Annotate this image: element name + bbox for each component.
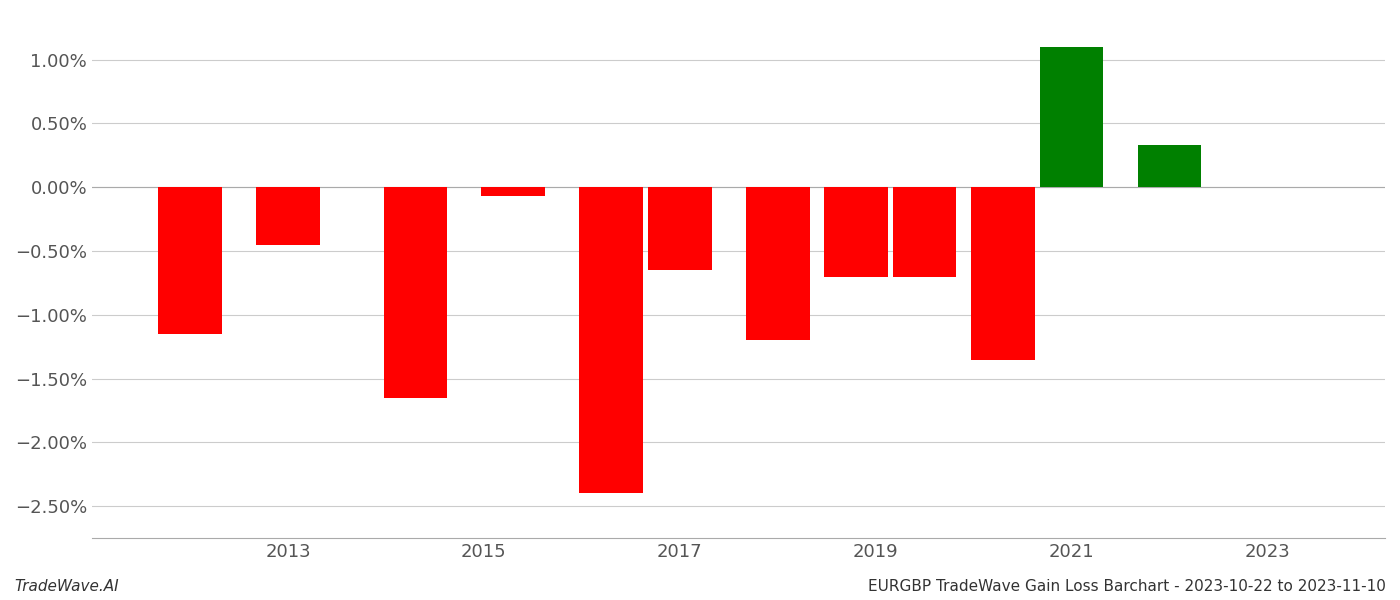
Bar xyxy=(972,187,1035,359)
Bar xyxy=(1138,145,1201,187)
Text: TradeWave.AI: TradeWave.AI xyxy=(14,579,119,594)
Bar xyxy=(825,187,888,277)
Bar xyxy=(893,187,956,277)
Bar xyxy=(1040,47,1103,187)
Text: EURGBP TradeWave Gain Loss Barchart - 2023-10-22 to 2023-11-10: EURGBP TradeWave Gain Loss Barchart - 20… xyxy=(868,579,1386,594)
Bar xyxy=(158,187,221,334)
Bar xyxy=(384,187,447,398)
Bar xyxy=(648,187,711,270)
Bar xyxy=(580,187,643,493)
Bar xyxy=(482,187,545,196)
Bar xyxy=(746,187,809,340)
Bar xyxy=(256,187,319,245)
